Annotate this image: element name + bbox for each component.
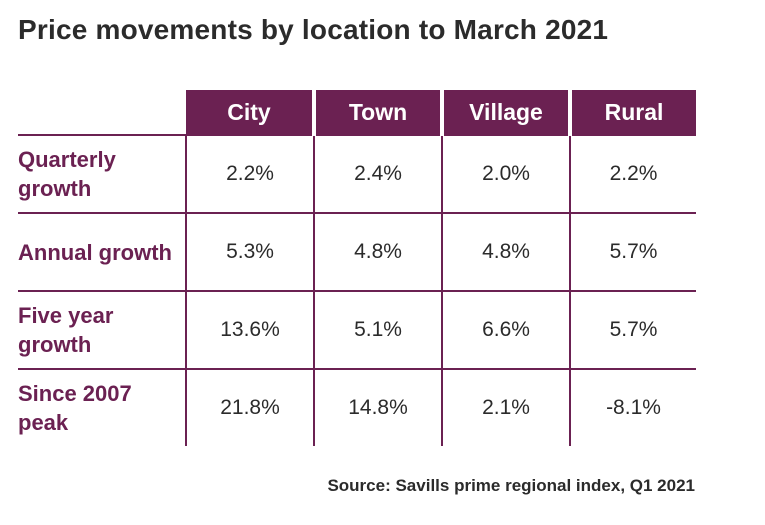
table-cell: 5.1% xyxy=(313,290,442,369)
table-cell: 5.7% xyxy=(569,212,696,291)
source-note: Source: Savills prime regional index, Q1… xyxy=(327,476,695,495)
table-cell: 14.8% xyxy=(313,368,442,446)
row-label-five-year-growth: Five year growth xyxy=(18,290,186,369)
column-header-city: City xyxy=(186,90,316,135)
column-header-rural: Rural xyxy=(570,90,696,135)
table-cell: 4.8% xyxy=(313,212,442,291)
table-cell: 2.4% xyxy=(313,134,442,213)
row-label-quarterly-growth: Quarterly growth xyxy=(18,134,186,213)
table-cell: -8.1% xyxy=(569,368,696,446)
table-row: Five year growth 13.6% 5.1% 6.6% 5.7% xyxy=(18,290,696,369)
table-cell: 13.6% xyxy=(185,290,314,369)
table-cell: 5.3% xyxy=(185,212,314,291)
table-row: Quarterly growth 2.2% 2.4% 2.0% 2.2% xyxy=(18,134,696,213)
header-row: City Town Village Rural xyxy=(18,90,696,135)
table-cell: 4.8% xyxy=(441,212,570,291)
corner-cell xyxy=(18,90,186,135)
table-cell: 2.0% xyxy=(441,134,570,213)
row-label-annual-growth: Annual growth xyxy=(18,212,186,291)
price-movements-table: City Town Village Rural Quarterly growth… xyxy=(18,90,696,446)
table-cell: 2.2% xyxy=(569,134,696,213)
table-cell: 5.7% xyxy=(569,290,696,369)
table-cell: 21.8% xyxy=(185,368,314,446)
table-row: Since 2007 peak 21.8% 14.8% 2.1% -8.1% xyxy=(18,368,696,446)
row-label-since-2007-peak: Since 2007 peak xyxy=(18,368,186,446)
chart-title: Price movements by location to March 202… xyxy=(18,14,609,45)
table-row: Annual growth 5.3% 4.8% 4.8% 5.7% xyxy=(18,212,696,291)
table-cell: 6.6% xyxy=(441,290,570,369)
table-cell: 2.2% xyxy=(185,134,314,213)
column-header-town: Town xyxy=(314,90,444,135)
column-header-village: Village xyxy=(442,90,572,135)
table-cell: 2.1% xyxy=(441,368,570,446)
